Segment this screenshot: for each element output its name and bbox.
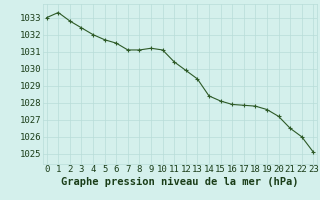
X-axis label: Graphe pression niveau de la mer (hPa): Graphe pression niveau de la mer (hPa) [61, 177, 299, 187]
